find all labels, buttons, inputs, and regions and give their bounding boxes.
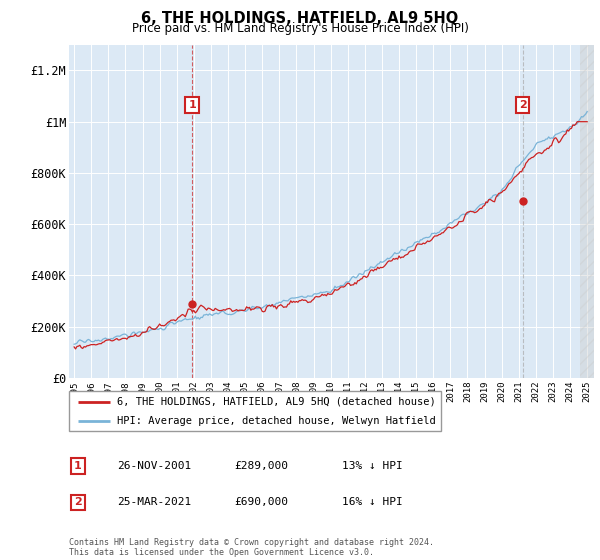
Text: 6, THE HOLDINGS, HATFIELD, AL9 5HQ (detached house): 6, THE HOLDINGS, HATFIELD, AL9 5HQ (deta… [118,397,436,407]
Text: 1: 1 [74,461,82,471]
Bar [580,45,594,378]
Text: 2: 2 [519,100,527,110]
Text: £289,000: £289,000 [234,461,288,471]
Text: Contains HM Land Registry data © Crown copyright and database right 2024.
This d: Contains HM Land Registry data © Crown c… [69,538,434,557]
Text: 16% ↓ HPI: 16% ↓ HPI [342,497,403,507]
Text: £690,000: £690,000 [234,497,288,507]
Text: HPI: Average price, detached house, Welwyn Hatfield: HPI: Average price, detached house, Welw… [118,416,436,426]
Text: 25-MAR-2021: 25-MAR-2021 [117,497,191,507]
Text: 13% ↓ HPI: 13% ↓ HPI [342,461,403,471]
Text: 6, THE HOLDINGS, HATFIELD, AL9 5HQ: 6, THE HOLDINGS, HATFIELD, AL9 5HQ [142,11,458,26]
Text: 26-NOV-2001: 26-NOV-2001 [117,461,191,471]
Text: Price paid vs. HM Land Registry's House Price Index (HPI): Price paid vs. HM Land Registry's House … [131,22,469,35]
Text: 2: 2 [74,497,82,507]
FancyBboxPatch shape [69,391,441,431]
Text: 1: 1 [188,100,196,110]
